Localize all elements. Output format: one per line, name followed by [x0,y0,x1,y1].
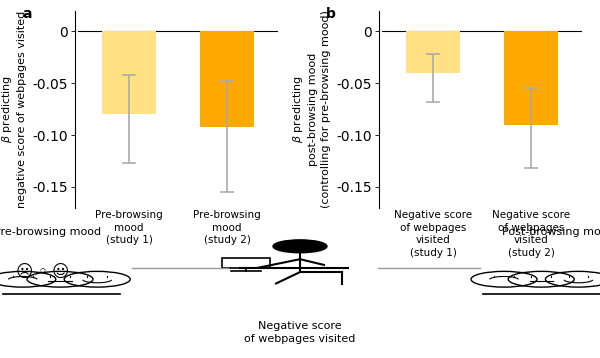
Text: ☹: ☹ [16,263,32,281]
Text: Pre-browsing mood: Pre-browsing mood [0,227,101,237]
Y-axis label: $\beta$ predicting
post-browsing mood
(controlling for pre-browsing mood): $\beta$ predicting post-browsing mood (c… [292,10,331,208]
Bar [200,32,254,127]
Text: ☺: ☺ [52,263,68,281]
Bar [504,32,558,125]
Text: Negative score
of webpages visited: Negative score of webpages visited [244,321,356,344]
Text: Post-browsing mood: Post-browsing mood [502,227,600,237]
Text: b: b [326,7,336,21]
FancyBboxPatch shape [222,258,270,268]
Text: ◦: ◦ [37,263,47,281]
Text: a: a [22,7,31,21]
Bar [102,32,156,114]
Bar [406,32,460,73]
Y-axis label: $\beta$ predicting
negative score of webpages visited: $\beta$ predicting negative score of web… [0,11,27,208]
Circle shape [273,240,327,253]
